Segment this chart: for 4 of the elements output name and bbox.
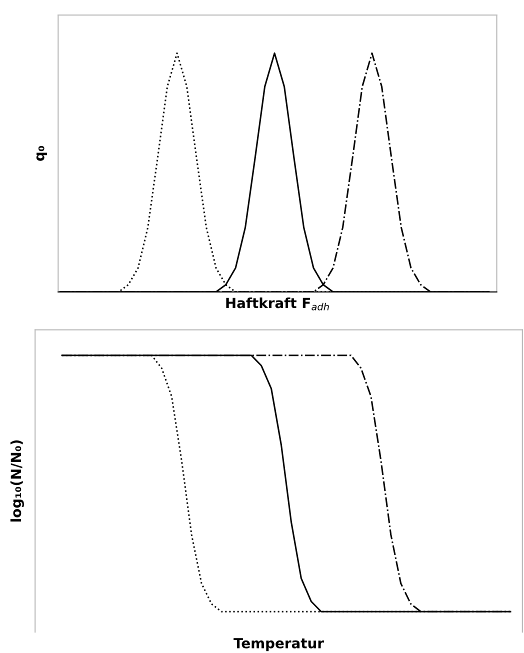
y-axis-title: log₁₀(N/N₀) xyxy=(10,440,24,522)
x-axis-title: Haftkraft F$_{adh}$ xyxy=(226,297,329,310)
y-axis-title: q₀ xyxy=(36,146,48,161)
x-axis-title: Temperatur xyxy=(234,638,324,652)
